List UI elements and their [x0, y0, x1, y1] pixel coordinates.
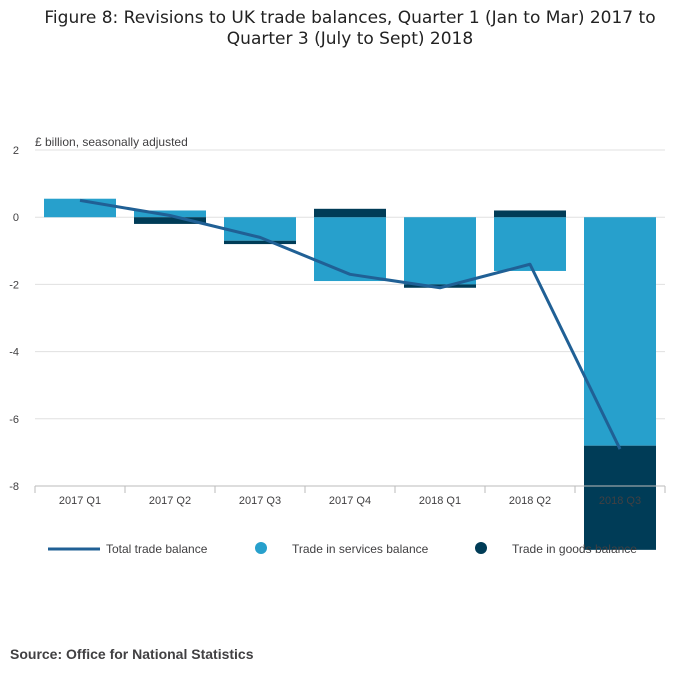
- y-tick-label: -6: [9, 414, 19, 426]
- y-tick-label: -8: [9, 481, 19, 493]
- services-bar: [224, 217, 296, 241]
- gridlines: [35, 149, 665, 420]
- services-bar: [314, 217, 386, 282]
- legend-label-goods: Trade in goods balance: [512, 542, 637, 556]
- y-tick-label: -2: [9, 279, 19, 291]
- bars: [44, 198, 656, 550]
- legend-swatch-goods: [475, 542, 487, 554]
- x-tick-label: 2018 Q2: [509, 495, 551, 507]
- x-tick-label: 2017 Q3: [239, 495, 281, 507]
- goods-bar: [494, 210, 566, 218]
- y-tick-label: -4: [9, 347, 19, 359]
- chart-title: Figure 8: Revisions to UK trade balances…: [0, 8, 700, 50]
- source-note: Source: Office for National Statistics: [10, 646, 254, 662]
- goods-bar: [404, 284, 476, 288]
- chart-title-line-2: Quarter 3 (July to Sept) 2018: [226, 29, 474, 49]
- legend: Total trade balance Trade in services bal…: [48, 542, 637, 556]
- axes: 2 0 -2 -4 -6 -8 £ billion, seasonally adjusted…: [9, 135, 666, 507]
- services-bar: [404, 217, 476, 285]
- chart-title-line-1: Figure 8: Revisions to UK trade balances…: [44, 8, 656, 28]
- y-axis-label: £ billion, seasonally adjusted: [35, 135, 188, 149]
- services-bar: [494, 217, 566, 271]
- legend-label-total: Total trade balance: [106, 542, 208, 556]
- goods-bar: [134, 217, 206, 224]
- goods-bar: [314, 208, 386, 218]
- services-bar: [134, 210, 206, 218]
- x-tick-label: 2018 Q1: [419, 495, 461, 507]
- x-tick-label: 2017 Q2: [149, 495, 191, 507]
- x-tick-label: 2017 Q1: [59, 495, 101, 507]
- goods-bar: [584, 445, 656, 550]
- x-tick-label: 2018 Q3: [599, 495, 641, 507]
- goods-bar: [224, 240, 296, 245]
- y-tick-label: 0: [13, 212, 19, 224]
- y-tick-label: 2: [13, 145, 19, 157]
- legend-label-services: Trade in services balance: [292, 542, 429, 556]
- legend-swatch-services: [255, 542, 267, 554]
- total-line-layer: [79, 198, 622, 450]
- services-bar: [584, 217, 656, 446]
- x-tick-label: 2017 Q4: [329, 495, 371, 507]
